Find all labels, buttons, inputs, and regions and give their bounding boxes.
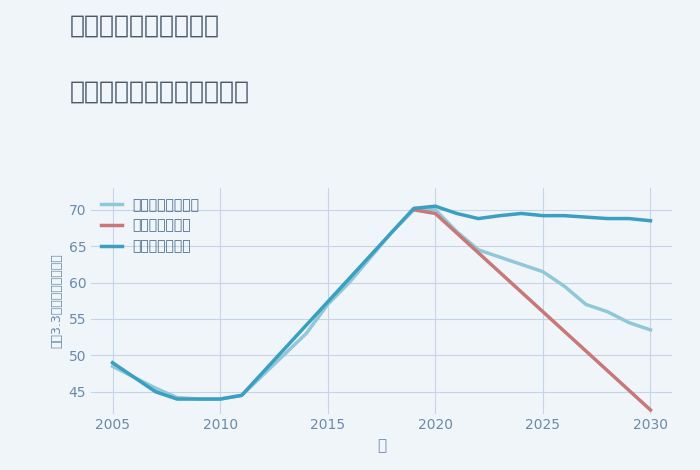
ノーマルシナリオ — [410, 207, 418, 212]
Text: 中古マンションの価格推移: 中古マンションの価格推移 — [70, 80, 250, 104]
グッドシナリオ — [108, 360, 117, 366]
グッドシナリオ — [560, 213, 568, 219]
ノーマルシナリオ — [646, 327, 654, 333]
ノーマルシナリオ — [302, 331, 310, 337]
バッドシナリオ — [539, 309, 547, 314]
ノーマルシナリオ — [237, 392, 246, 398]
グッドシナリオ — [582, 214, 590, 220]
ノーマルシナリオ — [517, 262, 526, 267]
Line: ノーマルシナリオ: ノーマルシナリオ — [113, 210, 650, 399]
Text: 福岡県太宰府市御笠の: 福岡県太宰府市御笠の — [70, 14, 220, 38]
ノーマルシナリオ — [367, 254, 375, 260]
グッドシナリオ — [453, 211, 461, 216]
ノーマルシナリオ — [496, 254, 504, 260]
グッドシナリオ — [539, 213, 547, 219]
ノーマルシナリオ — [539, 269, 547, 274]
グッドシナリオ — [496, 213, 504, 219]
ノーマルシナリオ — [323, 302, 332, 307]
グッドシナリオ — [173, 396, 181, 402]
ノーマルシナリオ — [453, 229, 461, 235]
バッドシナリオ — [431, 211, 440, 216]
Line: グッドシナリオ: グッドシナリオ — [113, 206, 650, 399]
グッドシナリオ — [603, 216, 612, 221]
グッドシナリオ — [646, 218, 654, 224]
ノーマルシナリオ — [216, 396, 224, 402]
バッドシナリオ — [646, 407, 654, 413]
グッドシナリオ — [195, 396, 203, 402]
グッドシナリオ — [216, 396, 224, 402]
グッドシナリオ — [625, 216, 634, 221]
グッドシナリオ — [237, 392, 246, 398]
ノーマルシナリオ — [474, 247, 482, 253]
ノーマルシナリオ — [195, 396, 203, 402]
ノーマルシナリオ — [560, 283, 568, 289]
ノーマルシナリオ — [108, 363, 117, 369]
グッドシナリオ — [474, 216, 482, 221]
Line: バッドシナリオ: バッドシナリオ — [414, 210, 650, 410]
Legend: ノーマルシナリオ, バッドシナリオ, グッドシナリオ: ノーマルシナリオ, バッドシナリオ, グッドシナリオ — [98, 195, 202, 257]
ノーマルシナリオ — [625, 320, 634, 325]
グッドシナリオ — [410, 205, 418, 211]
ノーマルシナリオ — [151, 385, 160, 391]
グッドシナリオ — [151, 389, 160, 395]
ノーマルシナリオ — [603, 309, 612, 314]
Y-axis label: 坪（3.3㎡）単価（万円）: 坪（3.3㎡）単価（万円） — [50, 253, 63, 348]
ノーマルシナリオ — [173, 395, 181, 400]
ノーマルシナリオ — [431, 207, 440, 212]
ノーマルシナリオ — [388, 229, 396, 235]
バッドシナリオ — [410, 207, 418, 212]
グッドシナリオ — [431, 204, 440, 209]
X-axis label: 年: 年 — [377, 438, 386, 453]
グッドシナリオ — [517, 211, 526, 216]
ノーマルシナリオ — [582, 302, 590, 307]
ノーマルシナリオ — [345, 280, 354, 285]
